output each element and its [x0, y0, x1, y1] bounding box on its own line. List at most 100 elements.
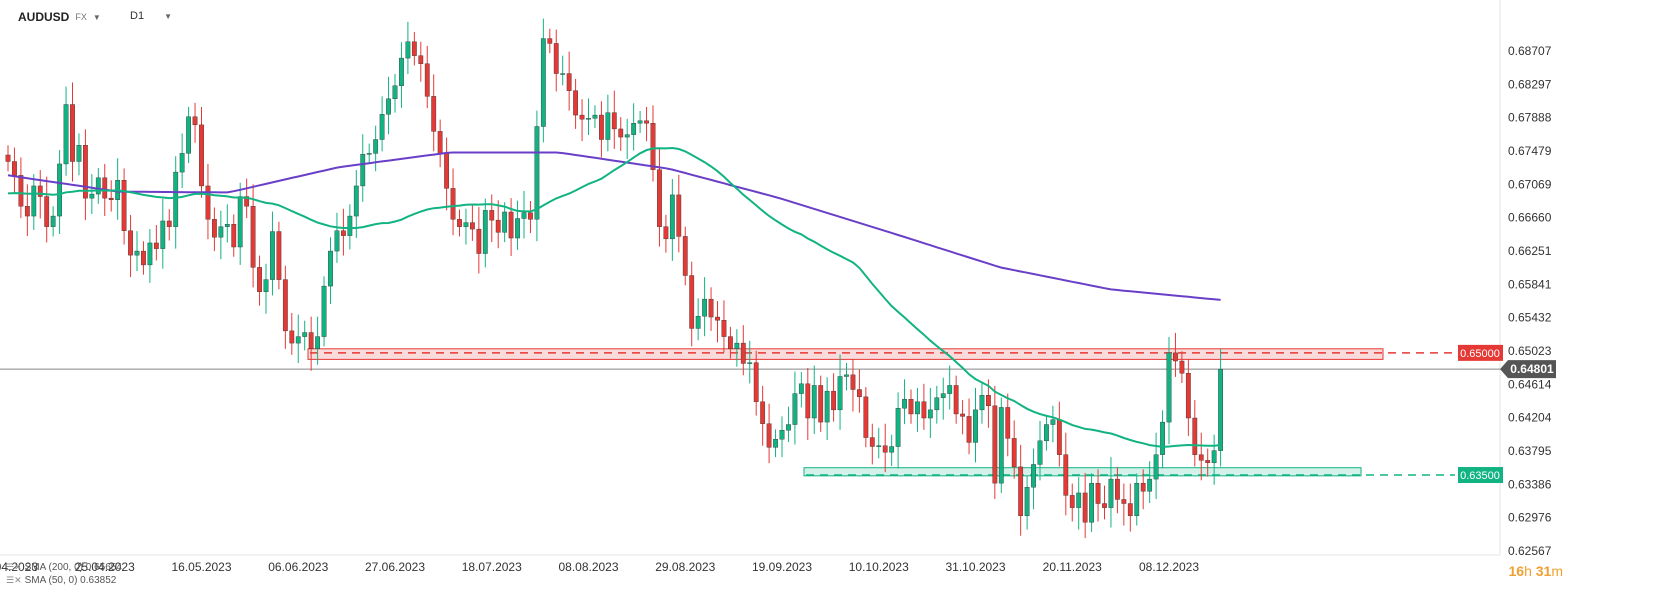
candle-body [5, 154, 11, 162]
candle-body [966, 416, 972, 443]
candle-body [560, 73, 566, 75]
candle-body [502, 211, 508, 233]
x-tick-label: 27.06.2023 [365, 560, 425, 574]
candle-body [1185, 373, 1191, 419]
candle-body [153, 242, 159, 249]
y-tick-label: 0.67479 [1508, 144, 1552, 158]
x-tick-label: 06.06.2023 [268, 560, 328, 574]
candle-body [992, 405, 998, 484]
candle-body [315, 336, 320, 350]
candle-body [18, 175, 24, 207]
candle-body [947, 385, 953, 394]
candle-body [973, 409, 978, 443]
candle-body [960, 413, 966, 417]
current-price-label: 0.64801 [1510, 362, 1554, 376]
candle-body [721, 320, 727, 337]
candle-body [147, 242, 153, 266]
candle-body [650, 123, 656, 170]
legend-sma50-text: SMA (50, 0) 0.63852 [24, 575, 117, 586]
countdown-hours: 16 [1508, 563, 1525, 579]
candle-body [102, 177, 108, 199]
timeframe-selector[interactable]: D1 ▼ [130, 10, 172, 22]
chevron-down-icon: ▼ [164, 11, 172, 21]
candle-body [321, 285, 327, 337]
candle-body [405, 41, 411, 59]
candle-body [141, 250, 146, 266]
candle-body [160, 220, 166, 249]
candle-body [1089, 482, 1095, 523]
candle-body [1044, 424, 1049, 442]
candle-body [534, 126, 540, 220]
candle-body [850, 374, 856, 390]
candle-body [934, 397, 940, 411]
y-tick-label: 0.66660 [1508, 211, 1552, 225]
candle-body [489, 210, 495, 221]
candle-body [882, 445, 888, 453]
y-tick-label: 0.62976 [1508, 511, 1552, 525]
candle-body [889, 446, 895, 453]
candle-body [237, 196, 243, 248]
symbol-name: AUDUSD [18, 10, 70, 24]
candle-body [837, 376, 843, 411]
legend-sma200[interactable]: ☰✕ SMA (200, 0) 0.65654 [6, 561, 122, 574]
support-price-label-bg [1458, 467, 1503, 484]
candle-body [1134, 482, 1140, 516]
x-tick-label: 31.10.2023 [945, 560, 1005, 574]
candle-body [792, 393, 798, 425]
candle-body [328, 250, 333, 287]
candle-body [218, 226, 224, 238]
y-tick-label: 0.62567 [1508, 544, 1552, 558]
candle-body [1069, 495, 1075, 508]
candle-body [373, 139, 379, 154]
y-tick-label: 0.67888 [1508, 111, 1552, 125]
candle-body [263, 279, 269, 292]
candle-body [586, 118, 591, 120]
symbol-selector[interactable]: AUDUSD FX ▼ [18, 10, 101, 24]
candle-body [540, 38, 546, 127]
candle-body [63, 104, 69, 165]
x-tick-label: 16.05.2023 [171, 560, 231, 574]
candle-body [521, 212, 527, 219]
current-price-tag [1500, 360, 1556, 379]
support-price-label: 0.63500 [1460, 470, 1500, 482]
candle-body [457, 219, 462, 227]
candle-body [308, 332, 314, 350]
candle-body [915, 401, 920, 415]
y-tick-label: 0.68707 [1508, 44, 1552, 58]
candle-body [689, 275, 695, 329]
candle-body [702, 298, 708, 317]
candle-body [418, 55, 424, 64]
countdown-h-unit: h [1524, 563, 1532, 579]
sma200-line [7, 151, 1221, 301]
candle-body [1166, 352, 1172, 423]
candle-body [876, 445, 882, 447]
candle-body [134, 250, 140, 256]
candle-body [89, 193, 95, 199]
candle-countdown: 16h 31m [1508, 563, 1563, 579]
candle-body [618, 128, 624, 138]
x-tick-label: 29.08.2023 [655, 560, 715, 574]
candle-body [95, 177, 101, 195]
legend-sma50[interactable]: ☰✕ SMA (50, 0) 0.63852 [6, 574, 122, 587]
x-tick-label: 20.11.2023 [1043, 560, 1102, 574]
candle-body [1063, 454, 1069, 496]
candle-body [895, 408, 901, 447]
candle-body [644, 120, 649, 124]
candle-body [637, 120, 643, 124]
x-tick-label: 04.04.2023 [0, 560, 38, 574]
candle-body [1005, 407, 1011, 439]
resistance-price-label: 0.65000 [1460, 348, 1500, 360]
candle-body [1147, 478, 1153, 492]
candle-body [818, 385, 824, 423]
candle-body [1121, 499, 1127, 504]
candle-body [50, 215, 56, 227]
candle-body [760, 401, 766, 424]
candle-body [708, 298, 714, 318]
y-tick-label: 0.63795 [1508, 444, 1552, 458]
candle-body [186, 116, 191, 154]
y-tick-label: 0.67069 [1508, 177, 1552, 191]
candle-body [831, 390, 837, 411]
y-tick-label: 0.66251 [1508, 244, 1552, 258]
candle-body [205, 185, 211, 220]
